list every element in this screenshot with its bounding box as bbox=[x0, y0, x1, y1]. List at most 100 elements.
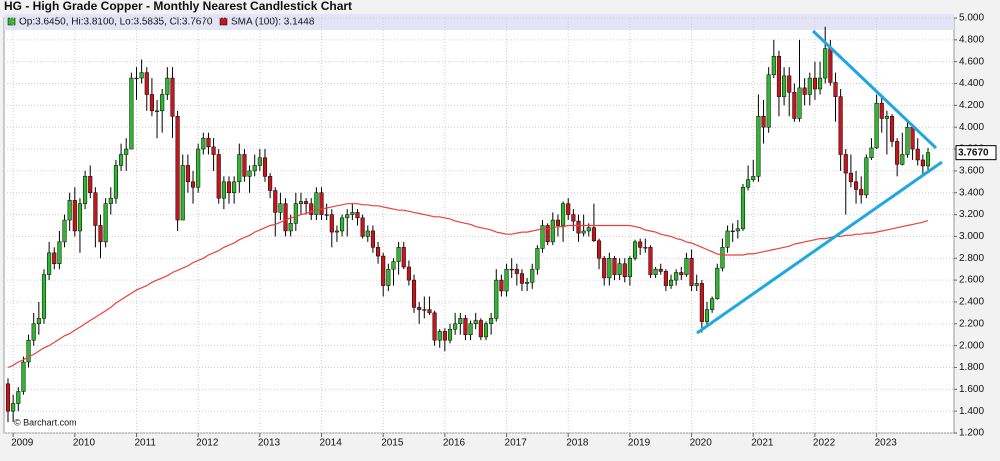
x-tick-label: 2015 bbox=[381, 438, 404, 449]
y-tick-label: 3.000 bbox=[959, 231, 984, 242]
candle-body bbox=[473, 320, 478, 325]
candle-body bbox=[216, 154, 221, 199]
last-price-box bbox=[955, 145, 997, 161]
candle-body bbox=[663, 271, 668, 286]
candle-body bbox=[658, 268, 663, 272]
candle-body bbox=[704, 309, 710, 322]
candle-body bbox=[535, 248, 540, 270]
candle-body bbox=[221, 181, 226, 199]
candle-body bbox=[643, 247, 648, 249]
y-tick-label: 5.000 bbox=[959, 13, 984, 24]
candle-body bbox=[365, 230, 370, 237]
plot-area bbox=[3, 17, 955, 434]
candle-body bbox=[319, 192, 324, 215]
candle-body bbox=[525, 282, 530, 284]
candle-body bbox=[838, 96, 843, 155]
candle-body bbox=[489, 318, 494, 325]
candle-body bbox=[653, 268, 658, 275]
candle-body bbox=[776, 55, 781, 97]
candle-body bbox=[31, 323, 36, 341]
candle-body bbox=[730, 230, 735, 233]
candle-body bbox=[237, 154, 242, 183]
candle-body bbox=[324, 214, 329, 216]
candle-body bbox=[720, 247, 725, 269]
candle-body bbox=[134, 77, 139, 80]
candle-body bbox=[694, 283, 699, 286]
last-price-label: 3.7670 bbox=[958, 147, 989, 158]
candle-body bbox=[170, 77, 175, 117]
candle-body bbox=[41, 274, 47, 319]
candle-body bbox=[67, 200, 72, 221]
y-tick-label: 3.600 bbox=[959, 166, 984, 177]
candle-body bbox=[149, 94, 154, 112]
y-tick-label: 2.000 bbox=[959, 340, 984, 351]
candle-body bbox=[129, 77, 134, 150]
candle-body bbox=[581, 230, 586, 234]
candle-body bbox=[288, 223, 293, 232]
sma-line bbox=[7, 203, 929, 369]
y-tick-label: 1.400 bbox=[959, 406, 984, 417]
candle-body bbox=[859, 189, 864, 196]
candle-body bbox=[334, 230, 339, 233]
candle-body bbox=[504, 268, 509, 292]
candle-body bbox=[242, 154, 247, 177]
candle-body bbox=[550, 219, 555, 243]
candle-body bbox=[304, 201, 309, 204]
candle-body bbox=[165, 77, 170, 95]
y-tick-label: 1.200 bbox=[959, 428, 984, 439]
candle-body bbox=[391, 261, 396, 270]
candle-body bbox=[478, 320, 483, 338]
candle-body bbox=[782, 75, 787, 97]
candle-body bbox=[725, 230, 730, 248]
candle-body bbox=[632, 241, 638, 259]
candle-body bbox=[155, 110, 160, 112]
candle-body bbox=[751, 176, 756, 180]
candle-body bbox=[98, 225, 103, 243]
candle-body bbox=[761, 116, 766, 128]
candle-body bbox=[88, 176, 93, 193]
candle-body bbox=[627, 258, 632, 278]
candle-body bbox=[622, 263, 627, 278]
candle-body bbox=[915, 148, 920, 161]
candle-body bbox=[427, 309, 432, 314]
legend-ohlc: Op:3.6450, Hi:3.8100, Lo:3.5835, Cl:3.76… bbox=[19, 17, 213, 28]
candle-body bbox=[848, 172, 853, 183]
candle-body bbox=[561, 203, 566, 226]
candle-body bbox=[442, 331, 447, 341]
candle-body bbox=[530, 268, 535, 283]
candle-body bbox=[689, 258, 694, 286]
y-tick-label: 3.200 bbox=[959, 209, 984, 220]
candle-body bbox=[283, 203, 288, 232]
legend-swatch bbox=[219, 17, 228, 26]
candle-body bbox=[612, 258, 617, 275]
y-tick-label: 1.800 bbox=[959, 362, 984, 373]
candle-body bbox=[617, 263, 622, 275]
y-tick-label: 4.800 bbox=[959, 34, 984, 45]
candle-body bbox=[278, 203, 283, 213]
candle-body bbox=[93, 192, 98, 226]
y-tick-label: 2.800 bbox=[959, 253, 984, 264]
y-tick-label: 4.200 bbox=[959, 100, 984, 111]
candle-body bbox=[422, 309, 427, 311]
y-tick-label: 2.600 bbox=[959, 275, 984, 286]
candle-body bbox=[273, 190, 278, 213]
candle-body bbox=[818, 77, 823, 90]
candle-body bbox=[787, 75, 792, 93]
candle-body bbox=[545, 225, 550, 243]
candle-body bbox=[160, 94, 165, 112]
y-tick-label: 2.200 bbox=[959, 318, 984, 329]
candle-body bbox=[350, 212, 355, 215]
candle-body bbox=[298, 201, 304, 204]
candle-body bbox=[684, 258, 689, 275]
trendline bbox=[696, 160, 943, 335]
candle-body bbox=[925, 152, 931, 167]
candle-body bbox=[602, 258, 607, 279]
candle-body bbox=[77, 203, 83, 232]
legend-sma: SMA (100): 3.1448 bbox=[231, 17, 315, 28]
x-tick-label: 2017 bbox=[505, 438, 528, 449]
candle-body bbox=[201, 137, 206, 150]
candle-body bbox=[679, 272, 684, 275]
candle-body bbox=[699, 283, 704, 322]
candle-body bbox=[21, 361, 26, 392]
candle-body bbox=[360, 217, 365, 237]
